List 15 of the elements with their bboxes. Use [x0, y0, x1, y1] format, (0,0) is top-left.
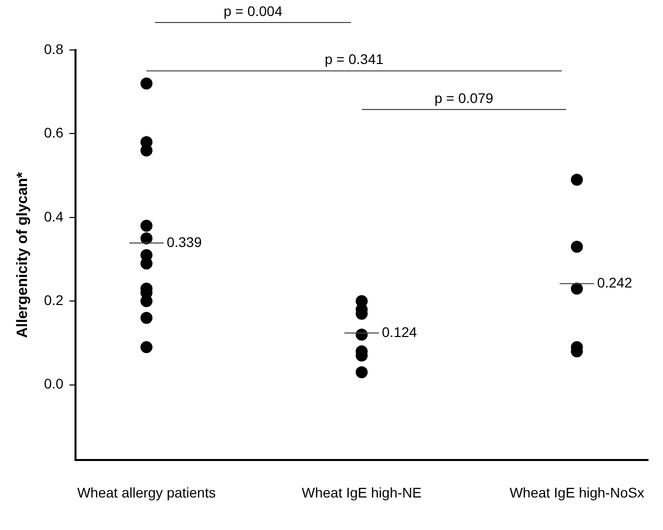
annotation: 0.124	[382, 324, 418, 340]
significance-bracket: p = 0.004	[155, 3, 351, 24]
y-tick-label: 0.8	[44, 40, 64, 57]
significance-bracket: p = 0.079	[362, 90, 566, 110]
y-tick-label: 0.4	[44, 208, 64, 224]
annotation: 0.339	[166, 234, 202, 250]
annotation: p = 0.341	[324, 50, 384, 67]
annotation: 0.242	[597, 274, 632, 290]
y-tick-label: 0.6	[44, 124, 64, 141]
y-tick-label: 0.2	[44, 292, 64, 308]
x-tick-label: Wheat IgE high-NE	[302, 484, 422, 500]
x-tick-label: Wheat allergy patients	[77, 484, 216, 500]
y-tick-label: 0.0	[44, 376, 64, 392]
x-tick-label: Wheat IgE high-NoSx	[510, 484, 644, 500]
y-axis-title: Allergenicity of glycan*	[14, 172, 32, 338]
